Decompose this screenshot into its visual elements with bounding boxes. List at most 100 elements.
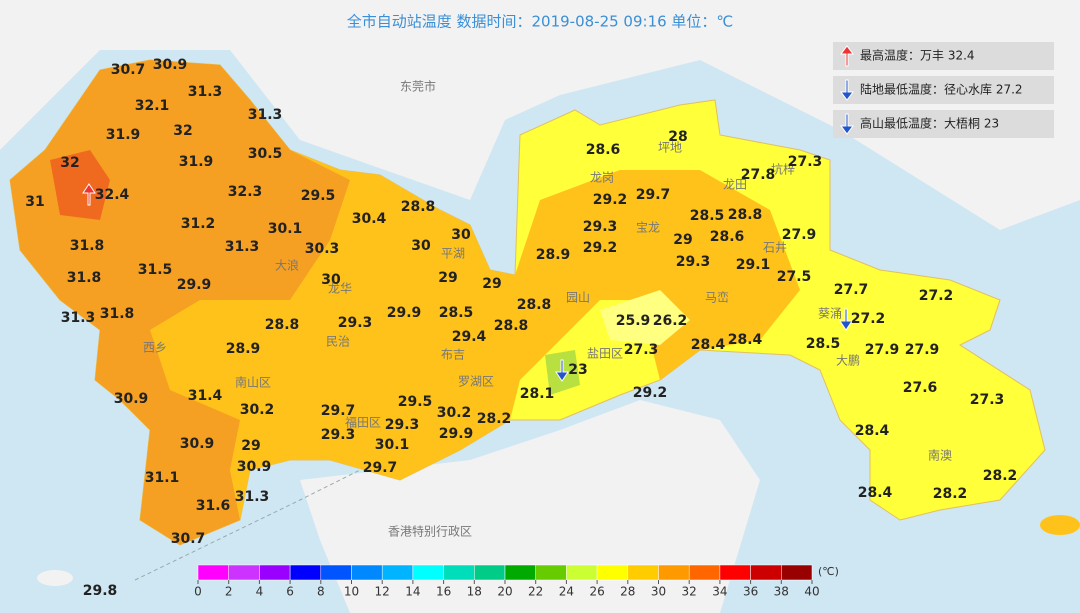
- station-value: 29.7: [363, 460, 398, 476]
- station-value: 29: [438, 270, 457, 286]
- station-value: 29.4: [452, 329, 487, 345]
- station-value: 28.6: [710, 229, 745, 245]
- legend-item-bg: [833, 110, 1054, 138]
- place-name: 福田区: [345, 415, 381, 430]
- station-value: 28.2: [933, 486, 968, 502]
- place-name: 东莞市: [400, 79, 436, 94]
- station-value: 31.8: [100, 306, 135, 322]
- scale-swatch: [627, 564, 659, 581]
- station-value: 28.8: [494, 318, 529, 334]
- station-value: 32: [60, 155, 79, 171]
- station-value: 27.9: [905, 342, 940, 358]
- station-value: 31.8: [70, 238, 105, 254]
- scale-tick-label: 10: [344, 585, 359, 599]
- station-value: 31.8: [67, 270, 102, 286]
- place-name: 坑梓: [771, 162, 795, 177]
- scale-swatch: [474, 564, 506, 581]
- legend-text: 陆地最低温度：径心水库 27.2: [860, 82, 1023, 97]
- station-value: 29.9: [177, 277, 212, 293]
- scale-tick-label: 8: [317, 585, 325, 599]
- station-value: 27.3: [788, 154, 823, 170]
- station-value: 23: [568, 362, 587, 378]
- island: [1040, 515, 1080, 535]
- station-value: 31.3: [248, 107, 283, 123]
- station-value: 28.4: [858, 485, 893, 501]
- place-name: 石井: [763, 241, 787, 255]
- station-value: 28: [668, 129, 687, 145]
- min-arrow-icon: [839, 308, 853, 331]
- place-name: 香港特别行政区: [388, 524, 472, 539]
- place-name: 坪地: [658, 141, 682, 155]
- station-value: 28.9: [536, 247, 571, 263]
- scale-tick-label: 14: [405, 585, 420, 599]
- station-value: 31.3: [188, 84, 223, 100]
- legend-text: 最高温度：万丰 32.4: [860, 48, 975, 63]
- scale-swatch: [289, 564, 322, 581]
- station-value: 28.8: [401, 199, 436, 215]
- scale-swatch: [596, 564, 629, 581]
- station-value: 29.2: [593, 192, 628, 208]
- scale-tick-label: 30: [651, 585, 666, 599]
- scale-swatch: [688, 564, 721, 581]
- station-value: 28.5: [806, 336, 841, 352]
- scale-swatch: [781, 564, 813, 581]
- place-name: 罗湖区: [458, 374, 494, 389]
- station-value: 27.3: [624, 342, 659, 358]
- station-value: 28.6: [586, 142, 621, 158]
- scale-tick-label: 4: [256, 585, 264, 599]
- scale-swatch: [351, 564, 383, 581]
- scale-tick-label: 34: [712, 585, 727, 599]
- station-value: 31.4: [188, 388, 223, 404]
- scale-tick-label: 12: [375, 585, 390, 599]
- scale-swatch: [750, 564, 782, 581]
- station-value: 27.2: [851, 311, 886, 327]
- station-value: 28.5: [439, 305, 474, 321]
- boundary-line: [134, 469, 361, 581]
- station-value: 30.1: [268, 221, 303, 237]
- scale-swatch: [412, 564, 444, 581]
- legend-text: 高山最低温度：大梧桐 23: [860, 116, 999, 131]
- max-arrow-icon: [82, 183, 96, 206]
- station-value: 31.2: [181, 216, 216, 232]
- station-value: 29.9: [439, 426, 474, 442]
- station-value: 29.3: [321, 427, 356, 443]
- scale-tick-label: 40: [804, 585, 819, 599]
- scale-swatch: [381, 564, 414, 581]
- scale-tick-label: 22: [528, 585, 543, 599]
- station-value: 31.9: [106, 127, 141, 143]
- scale-swatch: [658, 564, 690, 581]
- scale-swatch: [443, 564, 475, 581]
- station-value: 30.9: [180, 436, 215, 452]
- station-value: 29.8: [83, 583, 118, 599]
- station-value: 30.2: [240, 402, 275, 418]
- station-value: 28.8: [265, 317, 300, 333]
- station-value: 30: [321, 272, 341, 288]
- scale-tick-label: 28: [620, 585, 635, 599]
- legend-item-bg: [833, 76, 1054, 104]
- scale-tick-label: 18: [467, 585, 482, 599]
- down-arrow-icon: [840, 113, 854, 135]
- place-name: 葵涌: [818, 307, 842, 321]
- station-value: 27.2: [919, 288, 954, 304]
- station-value: 29.1: [736, 257, 771, 273]
- station-value: 31.5: [138, 262, 173, 278]
- scale-tick-label: 0: [194, 585, 202, 599]
- station-value: 31.3: [225, 239, 260, 255]
- station-value: 28.4: [855, 423, 890, 439]
- down-arrow-icon: [840, 79, 854, 101]
- station-value: 32.1: [135, 98, 170, 114]
- place-name: 西乡: [143, 341, 167, 355]
- map-title: 全市自动站温度 数据时间：2019-08-25 09:16 单位：℃: [347, 13, 734, 31]
- station-value: 31.1: [145, 470, 180, 486]
- scale-swatch: [566, 564, 598, 581]
- station-value: 30.4: [352, 211, 387, 227]
- station-value: 29.3: [583, 219, 618, 235]
- station-value: 27.7: [834, 282, 869, 298]
- place-name: 宝龙: [636, 221, 660, 235]
- place-name: 园山: [566, 291, 590, 305]
- station-value: 30.9: [237, 459, 272, 475]
- station-value: 27.9: [782, 227, 817, 243]
- scale-swatch: [228, 564, 260, 581]
- place-name: 马峦: [705, 290, 729, 305]
